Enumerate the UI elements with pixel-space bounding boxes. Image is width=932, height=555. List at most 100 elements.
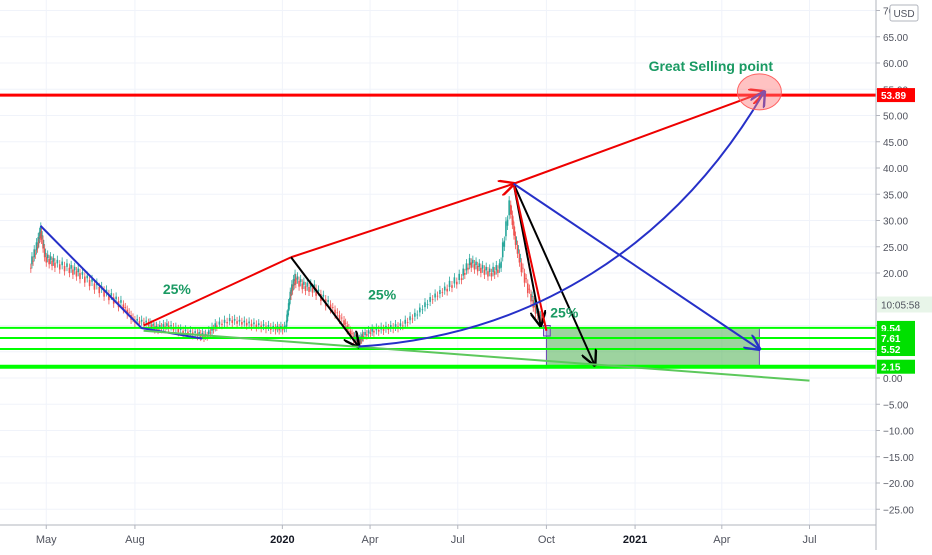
x-tick-label: 2021 xyxy=(623,534,647,546)
x-tick-label: May xyxy=(36,534,57,546)
candle-body xyxy=(250,323,253,327)
candle-body xyxy=(295,278,297,284)
candle-body xyxy=(303,281,305,285)
candle-body xyxy=(110,293,113,296)
candle-body xyxy=(510,210,513,211)
candle-body xyxy=(288,301,291,306)
candle-body xyxy=(262,324,265,326)
candle-body xyxy=(272,325,275,328)
candle-body xyxy=(198,332,200,334)
candle-body xyxy=(464,273,466,275)
candle-body xyxy=(143,322,145,325)
candle-body xyxy=(366,334,368,336)
currency-label: USD xyxy=(889,4,919,22)
candle-body xyxy=(460,278,463,281)
price-scale-background[interactable] xyxy=(876,0,932,525)
candle-body xyxy=(290,294,292,296)
candle-body xyxy=(49,256,52,260)
candle-body xyxy=(327,300,329,302)
candle-body xyxy=(362,336,365,338)
drawings xyxy=(0,73,876,382)
y-tick-label: −15.00 xyxy=(883,453,914,464)
candle-body xyxy=(61,261,63,266)
candle-body xyxy=(377,329,380,332)
candle-body xyxy=(371,328,373,332)
candle-body xyxy=(294,273,296,281)
y-tick-label: 35.00 xyxy=(883,190,908,201)
candle-body xyxy=(41,235,44,237)
candle-body xyxy=(253,322,255,325)
candle-body xyxy=(515,240,518,242)
candle-body xyxy=(462,268,465,276)
candle-body xyxy=(51,260,53,267)
candle-body xyxy=(182,330,184,334)
candle-body xyxy=(120,300,122,303)
candle-body xyxy=(30,267,32,269)
candle-body xyxy=(343,320,345,326)
candle-body xyxy=(539,315,542,317)
candle-body xyxy=(58,264,61,270)
candle-body xyxy=(313,284,316,289)
price-badge-label: 7.61 xyxy=(881,334,901,345)
candle-body xyxy=(187,331,189,335)
y-tick-label: 20.00 xyxy=(883,269,908,280)
candle-body xyxy=(166,323,168,326)
candle-body xyxy=(506,219,509,226)
candle-body xyxy=(46,254,49,259)
candle-body xyxy=(468,258,471,266)
candle-body xyxy=(36,246,39,249)
candle-body xyxy=(360,338,363,340)
candle-body xyxy=(128,312,130,314)
candle-body xyxy=(157,328,159,330)
candle-body xyxy=(367,330,370,334)
candle-body xyxy=(389,325,392,328)
candle-body xyxy=(152,324,155,326)
price-badge xyxy=(877,88,915,103)
candle-body xyxy=(45,257,48,263)
candle-body xyxy=(500,261,502,268)
x-axis[interactable]: May Aug 2020 Apr Jul Oct 2021 Apr Jul xyxy=(36,525,817,546)
candle-body xyxy=(490,273,493,277)
candle-body xyxy=(257,323,260,326)
candle-body xyxy=(162,324,165,327)
candle-body xyxy=(79,273,81,280)
candle-body xyxy=(421,309,424,311)
candle-body xyxy=(63,266,66,272)
candle-body xyxy=(394,324,397,327)
candle-body xyxy=(216,325,218,327)
candle-body xyxy=(382,329,385,331)
candle-body xyxy=(91,279,93,282)
candle-body xyxy=(299,279,302,283)
candle-body xyxy=(344,322,347,324)
candle-body xyxy=(287,313,289,317)
candle-body xyxy=(35,242,38,251)
candle-body xyxy=(409,316,411,321)
percent-label: 25% xyxy=(163,281,192,297)
candle-body xyxy=(304,286,307,291)
candle-body xyxy=(513,231,516,232)
candle-body xyxy=(533,301,536,304)
candle-body xyxy=(455,281,458,285)
candle-body xyxy=(511,215,514,225)
candle-body xyxy=(241,322,243,325)
candle-body xyxy=(505,221,507,237)
candle-body xyxy=(286,314,288,323)
candle-body xyxy=(495,265,498,271)
candle-body xyxy=(115,296,117,300)
candle-body xyxy=(70,265,72,269)
candle-body xyxy=(519,258,522,259)
candle-body xyxy=(278,328,280,331)
candle-body xyxy=(488,268,491,273)
candle-body xyxy=(441,292,444,294)
candle-body xyxy=(73,266,76,271)
candle-body xyxy=(203,335,205,338)
candle-body xyxy=(308,287,310,292)
candle-body xyxy=(528,288,531,290)
candle-body xyxy=(31,256,33,265)
candle-body xyxy=(291,288,294,291)
candle-body xyxy=(485,266,487,271)
trend-line xyxy=(512,183,548,331)
candle-body xyxy=(243,320,246,323)
